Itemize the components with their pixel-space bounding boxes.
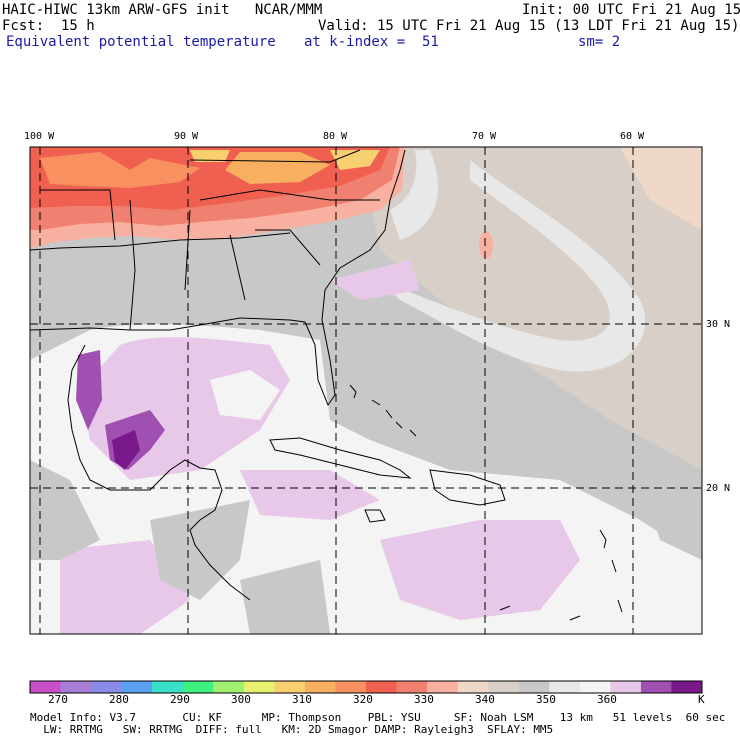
smoothing-value: sm= 2: [578, 34, 621, 50]
colorbar: [29, 680, 703, 694]
colorbar-swatch: [335, 681, 367, 693]
colorbar-label-320: 320: [353, 693, 373, 706]
field-name: Equivalent potential temperature: [6, 34, 276, 50]
lat-label-30n: 30 N: [706, 319, 731, 330]
colorbar-swatch: [610, 681, 642, 693]
colorbar-label-280: 280: [109, 693, 129, 706]
colorbar-swatch: [366, 681, 398, 693]
colorbar-swatch: [60, 681, 92, 693]
colorbar-label-290: 290: [170, 693, 190, 706]
colorbar-swatch: [640, 681, 672, 693]
colorbar-frame: [29, 680, 703, 694]
colorbar-swatch: [579, 681, 611, 693]
colorbar-swatch: [121, 681, 153, 693]
colorbar-swatch: [549, 681, 581, 693]
colorbar-label-300: 300: [231, 693, 251, 706]
colorbar-swatch: [427, 681, 459, 693]
colorbar-swatch: [274, 681, 306, 693]
theta-e-field: [30, 147, 702, 634]
colorbar-label-340: 340: [475, 693, 495, 706]
colorbar-unit: K: [698, 693, 705, 706]
lon-label-60w: 60 W: [620, 131, 645, 142]
valid-time: Valid: 15 UTC Fri 21 Aug 15 (13 LDT Fri …: [318, 18, 740, 34]
level-index: at k-index = 51: [304, 34, 439, 50]
coastlines: [29, 149, 506, 601]
lat-label-20n: 20 N: [706, 483, 731, 494]
colorbar-swatch: [243, 681, 275, 693]
init-time: Init: 00 UTC Fri 21 Aug 15: [522, 2, 740, 18]
colorbar-swatch: [304, 681, 336, 693]
lon-label-70w: 70 W: [472, 131, 497, 142]
colorbar-label-330: 330: [414, 693, 434, 706]
colorbar-label-350: 350: [536, 693, 556, 706]
colorbar-swatch: [488, 681, 520, 693]
colorbar-swatch: [396, 681, 428, 693]
colorbar-swatch: [213, 681, 245, 693]
lon-label-100w: 100 W: [24, 131, 55, 142]
forecast-hour: Fcst: 15 h: [2, 18, 95, 34]
colorbar-swatch: [182, 681, 214, 693]
colorbar-swatch: [457, 681, 489, 693]
model-info-line-2: LW: RRTMG SW: RRTMG DIFF: full KM: 2D Sm…: [30, 723, 554, 736]
colorbar-swatch: [91, 681, 123, 693]
lat-lon-grid: [30, 147, 702, 634]
colorbar-label-270: 270: [48, 693, 68, 706]
lon-label-90w: 90 W: [174, 131, 199, 142]
model-title: HAIC-HIWC 13km ARW-GFS init NCAR/MMM: [2, 2, 323, 18]
colorbar-swatch: [30, 681, 62, 693]
colorbar-label-360: 360: [597, 693, 617, 706]
islands: [349, 384, 623, 621]
map-frame: [29, 146, 703, 635]
colorbar-swatch: [671, 681, 703, 693]
colorbar-label-310: 310: [292, 693, 312, 706]
lon-label-80w: 80 W: [323, 131, 348, 142]
colorbar-swatch: [152, 681, 184, 693]
model-info-line-1: Model Info: V3.7 CU: KF MP: Thompson PBL…: [30, 711, 726, 724]
colorbar-swatch: [518, 681, 550, 693]
